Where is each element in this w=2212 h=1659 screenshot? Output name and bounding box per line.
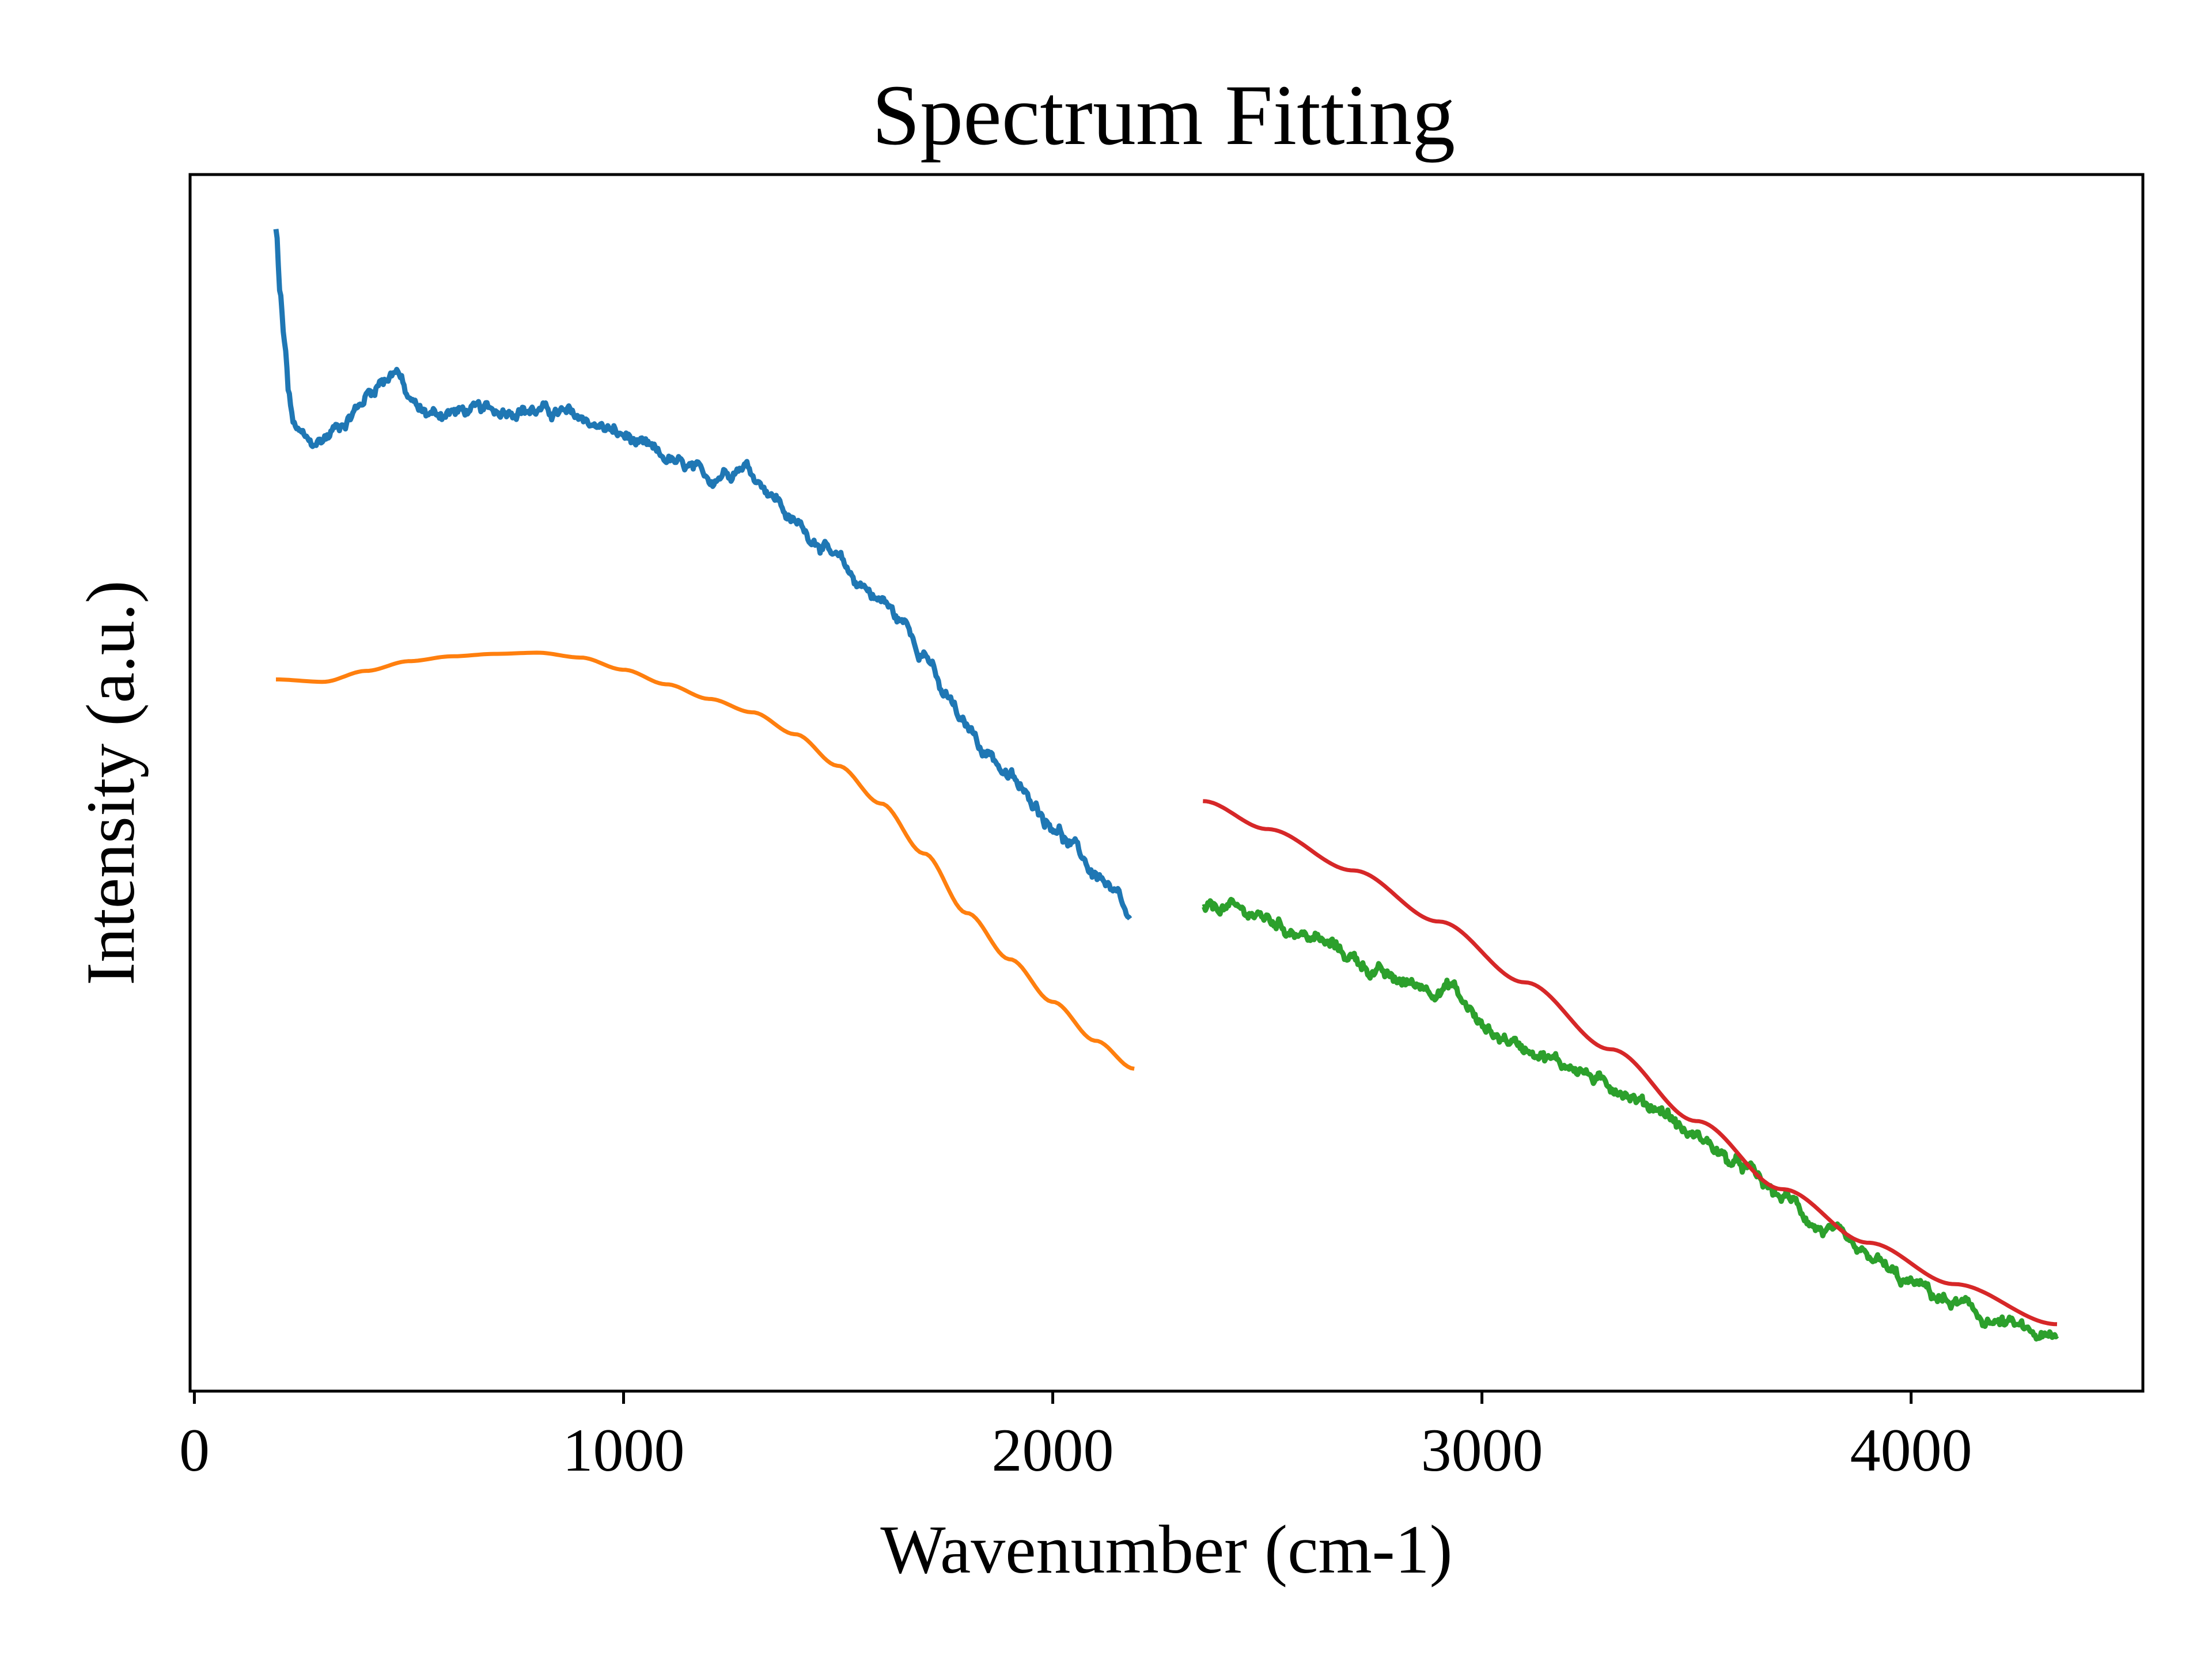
- series-layer: [273, 229, 2059, 1342]
- x-tick-label: 4000: [1850, 1416, 1972, 1484]
- x-axis-label: Wavenumber (cm-1): [880, 1511, 1452, 1588]
- x-tick-label: 2000: [992, 1416, 1114, 1484]
- chart-title: Spectrum Fitting: [872, 67, 1456, 163]
- y-axis-label: Intensity (a.u.): [72, 580, 149, 985]
- series-line-1: [273, 229, 1132, 921]
- series-line-4: [1203, 799, 2058, 1327]
- series-line-2: [276, 650, 1135, 1071]
- x-tick-label: 1000: [563, 1416, 685, 1484]
- series-line-3: [1201, 896, 2059, 1342]
- x-tick-label: 3000: [1421, 1416, 1543, 1484]
- x-axis: 0 1000 2000 3000 4000: [179, 1391, 1972, 1484]
- x-tick-label: 0: [179, 1416, 210, 1484]
- plot-frame: [188, 173, 2145, 1393]
